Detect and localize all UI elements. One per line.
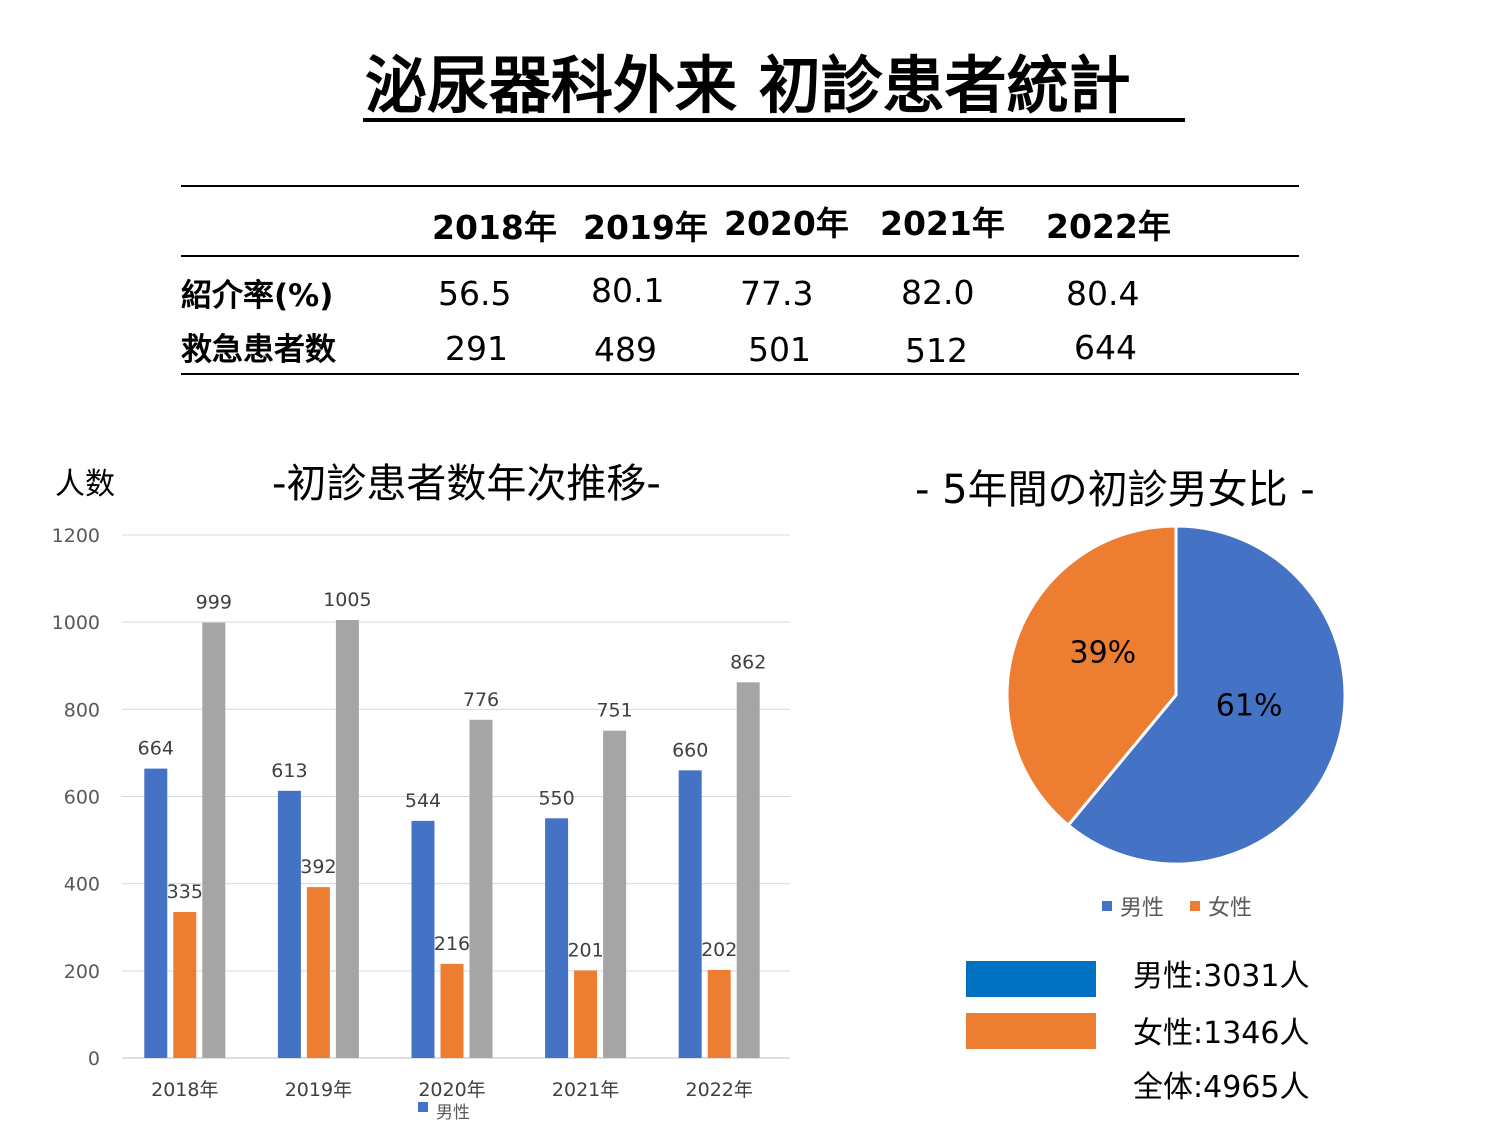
bar-value-label: 862 (730, 651, 766, 673)
table-cell: 56.5 (438, 274, 512, 313)
y-tick-label: 0 (88, 1048, 100, 1070)
table-top-rule (181, 185, 1299, 187)
table-row-label: 救急患者数 (181, 332, 336, 368)
legend-label: 男性 (1120, 896, 1164, 921)
table-header-cell: 2021年 (880, 204, 1005, 243)
y-tick-label: 1000 (52, 612, 100, 634)
bar (603, 730, 627, 1058)
bar-value-label: 550 (538, 787, 574, 809)
bar-value-label: 1005 (323, 589, 371, 611)
y-tick-label: 600 (64, 787, 100, 809)
legend-swatch (1102, 901, 1112, 911)
bar (736, 682, 760, 1058)
bar (277, 790, 301, 1058)
table-row-label: 紹介率(%) (181, 278, 334, 314)
bar (144, 768, 168, 1058)
y-tick-label: 1200 (52, 525, 100, 547)
bar (440, 963, 464, 1058)
y-axis-unit-label: 人数 (55, 467, 115, 502)
table-header-cell: 2019年 (583, 208, 708, 247)
bar-chart-title: -初診患者数年次推移- (272, 461, 661, 507)
y-tick-label: 800 (64, 699, 100, 721)
summary-male: 男性:3031人 (1133, 959, 1310, 994)
bar (202, 622, 226, 1058)
pie-value-label: 61% (1216, 688, 1283, 723)
bar-value-label: 544 (405, 790, 441, 812)
table-cell: 80.1 (591, 271, 665, 310)
legend-label: 女性 (1208, 896, 1252, 921)
page-title: 泌尿器科外来 初診患者統計 (365, 49, 1131, 122)
bar (574, 970, 598, 1058)
table-header-cell: 2020年 (724, 204, 849, 243)
pie-chart: 61% 39% 男性 女性 (1005, 524, 1347, 921)
table-header-cell: 2018年 (432, 208, 557, 247)
bar (306, 887, 330, 1058)
bar-value-label: 335 (167, 881, 203, 903)
pie-value-label: 39% (1070, 636, 1137, 671)
summary-female: 女性:1346人 (1133, 1016, 1310, 1051)
legend-swatch-male (966, 961, 1096, 997)
pie-chart-title: - 5年間の初診男女比 - (915, 467, 1315, 513)
pie-slice (1005, 524, 1178, 828)
bar (335, 619, 359, 1058)
table-bottom-rule (181, 373, 1299, 375)
bar-value-label: 216 (434, 933, 470, 955)
table-cell: 489 (594, 330, 657, 369)
y-tick-label: 200 (64, 961, 100, 983)
pie-slice (1066, 524, 1347, 866)
bar-value-label: 613 (271, 760, 307, 782)
table-cell: 512 (905, 331, 968, 370)
table-cell: 644 (1074, 328, 1137, 367)
x-tick-label: 2020年 (418, 1079, 485, 1101)
bar-value-label: 664 (138, 738, 174, 760)
bar (545, 818, 569, 1058)
x-tick-label: 2018年 (151, 1079, 218, 1101)
bar-value-label: 201 (567, 939, 603, 961)
table-header-rule (181, 255, 1299, 257)
bar-chart: 0 200 400 600 800 1000 1200 664 335 999 2018年 613 39… (52, 525, 790, 1123)
x-tick-label: 2019年 (285, 1079, 352, 1101)
legend-swatch (418, 1102, 428, 1112)
bar-value-label: 999 (196, 592, 232, 614)
bar-value-label: 776 (463, 689, 499, 711)
x-tick-label: 2021年 (552, 1079, 619, 1101)
bar (707, 969, 731, 1058)
table-cell: 77.3 (740, 274, 814, 313)
table-cell: 80.4 (1066, 274, 1140, 313)
y-tick-label: 400 (64, 874, 100, 896)
table-cell: 82.0 (901, 273, 975, 312)
table-cell: 291 (445, 329, 508, 368)
bar-value-label: 751 (596, 700, 632, 722)
bar-value-label: 202 (701, 939, 737, 961)
table-header-cell: 2022年 (1046, 207, 1171, 246)
bar (469, 719, 493, 1058)
title-underline (363, 118, 1185, 122)
bar-value-label: 392 (300, 856, 336, 878)
legend-swatch-female (966, 1013, 1096, 1049)
bar (678, 770, 702, 1058)
bar (411, 820, 435, 1058)
x-tick-label: 2022年 (686, 1079, 753, 1101)
bar (173, 911, 197, 1058)
summary-total: 全体:4965人 (1133, 1070, 1310, 1105)
bar-value-label: 660 (672, 739, 708, 761)
legend-label: 男性 (436, 1103, 470, 1123)
legend-swatch (1190, 901, 1200, 911)
table-cell: 501 (748, 330, 811, 369)
